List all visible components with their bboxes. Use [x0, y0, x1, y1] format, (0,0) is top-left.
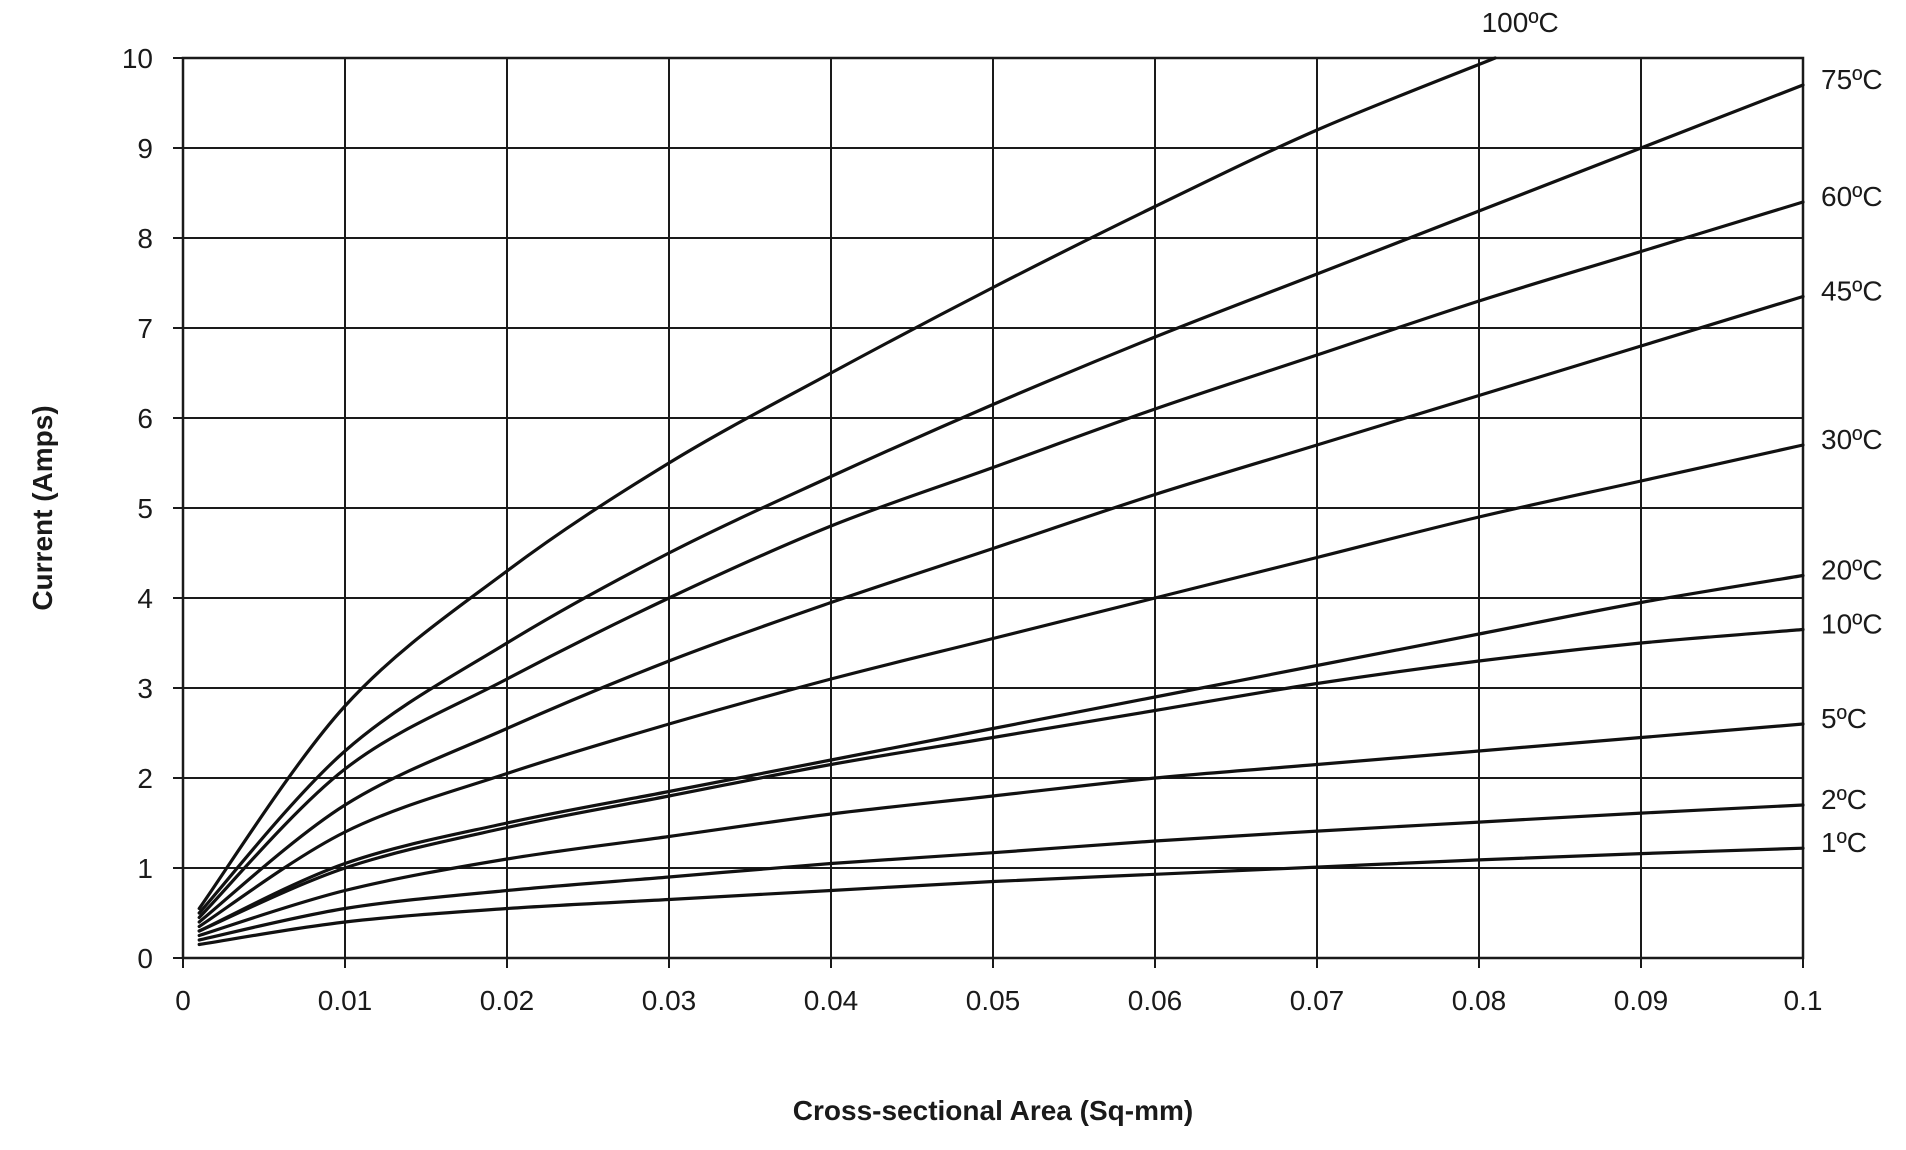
series-label: 5ºC [1821, 703, 1867, 734]
series-line [197, 722, 1805, 938]
x-tick-label: 0.05 [966, 985, 1021, 1016]
x-tick-label: 0.02 [480, 985, 535, 1016]
series-label: 30ºC [1821, 424, 1883, 455]
y-tick-label: 5 [137, 493, 153, 524]
grid [173, 57, 1804, 968]
series-label: 100ºC [1482, 7, 1559, 38]
x-tick-labels: 0 0.01 0.02 0.03 0.04 0.05 0.06 0.07 0.08 0.09 0.1 [175, 985, 1822, 1016]
series-labels: 100ºC 75ºC 60ºC 45ºC 30ºC 20ºC 10ºC 5ºC 2ºC 1ºC [1482, 7, 1883, 858]
series-line [197, 83, 1805, 915]
series-label: 20ºC [1821, 555, 1883, 586]
x-tick-label: 0.07 [1290, 985, 1345, 1016]
y-axis-title: Current (Amps) [27, 405, 58, 610]
series-label: 75ºC [1821, 64, 1883, 95]
series-label: 45ºC [1821, 276, 1883, 307]
series-line [197, 627, 1805, 933]
x-tick-label: 0 [175, 985, 191, 1016]
y-tick-label: 7 [137, 313, 153, 344]
y-tick-labels: 0 1 2 3 4 5 6 7 8 9 10 [122, 43, 153, 974]
y-tick-label: 2 [137, 763, 153, 794]
x-axis-title: Cross-sectional Area (Sq-mm) [793, 1095, 1193, 1126]
y-tick-label: 0 [137, 943, 153, 974]
series-line [197, 443, 1805, 929]
y-tick-label: 1 [137, 853, 153, 884]
y-tick-label: 8 [137, 223, 153, 254]
x-tick-label: 0.09 [1614, 985, 1669, 1016]
series-line [197, 56, 1497, 911]
series-line [197, 846, 1805, 947]
y-tick-label: 6 [137, 403, 153, 434]
y-tick-label: 9 [137, 133, 153, 164]
series-line [197, 200, 1805, 920]
series-line [197, 294, 1805, 924]
plot-frame [181, 56, 1805, 960]
series-line [197, 573, 1805, 933]
series-line [197, 803, 1805, 942]
x-tick-label: 0.08 [1452, 985, 1507, 1016]
x-tick-label: 0.03 [642, 985, 697, 1016]
y-tick-label: 10 [122, 43, 153, 74]
x-tick-label: 0.01 [318, 985, 373, 1016]
y-tick-label: 3 [137, 673, 153, 704]
x-tick-label: 0.1 [1784, 985, 1823, 1016]
series-label: 2ºC [1821, 784, 1867, 815]
series-label: 1ºC [1821, 827, 1867, 858]
series-curves [197, 56, 1805, 947]
series-label: 60ºC [1821, 181, 1883, 212]
x-tick-label: 0.04 [804, 985, 859, 1016]
x-tick-label: 0.06 [1128, 985, 1183, 1016]
series-label: 10ºC [1821, 609, 1883, 640]
y-tick-label: 4 [137, 583, 153, 614]
